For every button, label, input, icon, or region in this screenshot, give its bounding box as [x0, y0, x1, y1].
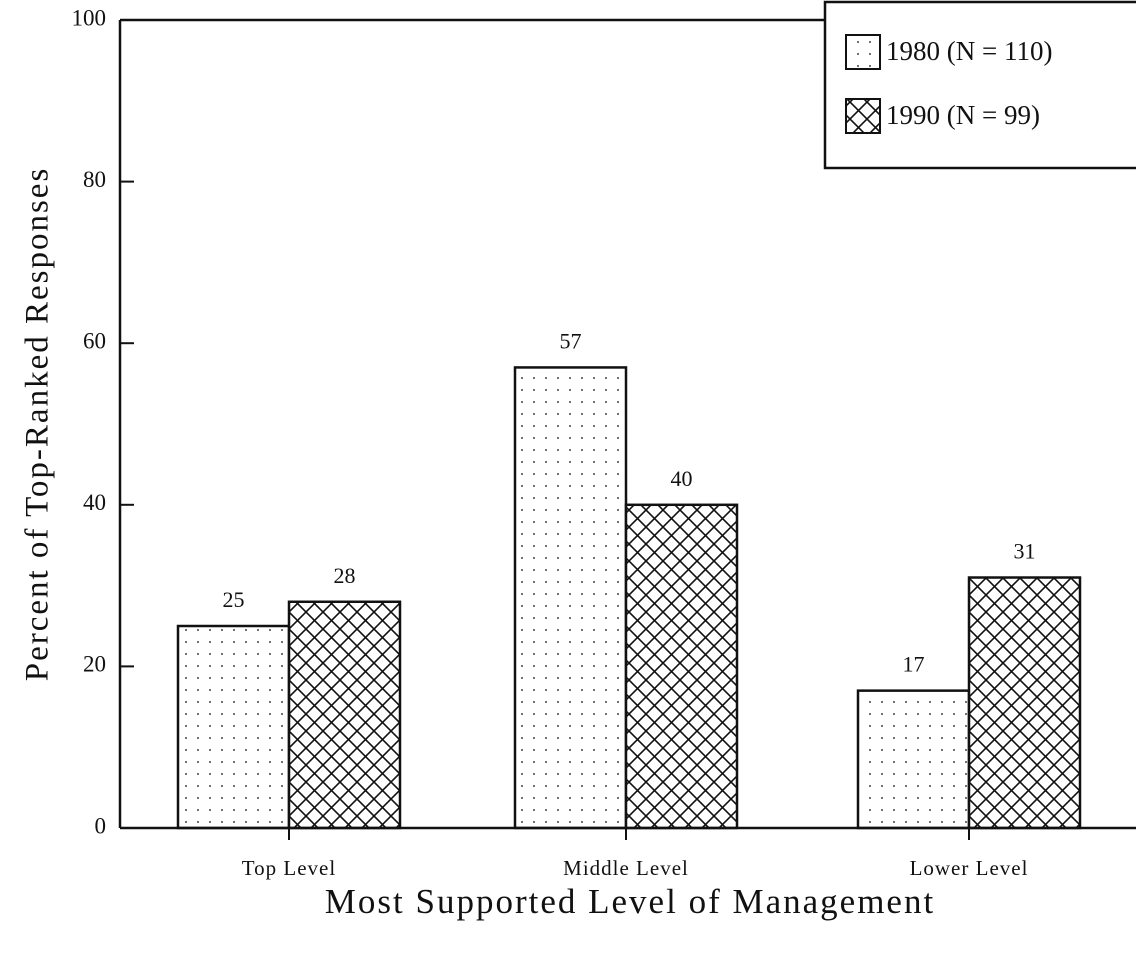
bar — [176, 624, 291, 830]
value-label: 25 — [223, 587, 245, 612]
value-label: 28 — [334, 563, 356, 588]
value-label: 40 — [671, 466, 693, 491]
bar — [856, 689, 971, 830]
bar — [967, 576, 1082, 830]
y-tick-label: 80 — [83, 167, 106, 192]
x-tick-label: Lower Level — [910, 856, 1029, 880]
x-tick-label: Middle Level — [563, 856, 689, 880]
legend-swatch — [845, 98, 881, 134]
value-label: 31 — [1014, 539, 1036, 564]
y-tick-label: 100 — [72, 5, 107, 30]
legend-swatch — [845, 34, 881, 70]
x-tick-label: Top Level — [242, 856, 336, 880]
bar — [287, 600, 402, 830]
x-axis-title: Most Supported Level of Management — [325, 882, 935, 921]
legend-label: 1980 (N = 110) — [886, 36, 1052, 66]
value-label: 17 — [903, 652, 925, 677]
y-axis-title: Percent of Top-Ranked Responses — [20, 167, 56, 682]
y-tick-label: 40 — [83, 490, 106, 515]
bar — [513, 366, 628, 830]
y-tick-label: 20 — [83, 652, 106, 677]
legend-box — [823, 0, 1136, 170]
y-tick-label: 0 — [95, 813, 107, 838]
y-tick-label: 60 — [83, 328, 106, 353]
value-label: 57 — [560, 328, 582, 353]
legend-label: 1990 (N = 99) — [886, 100, 1040, 130]
bar — [624, 503, 739, 830]
